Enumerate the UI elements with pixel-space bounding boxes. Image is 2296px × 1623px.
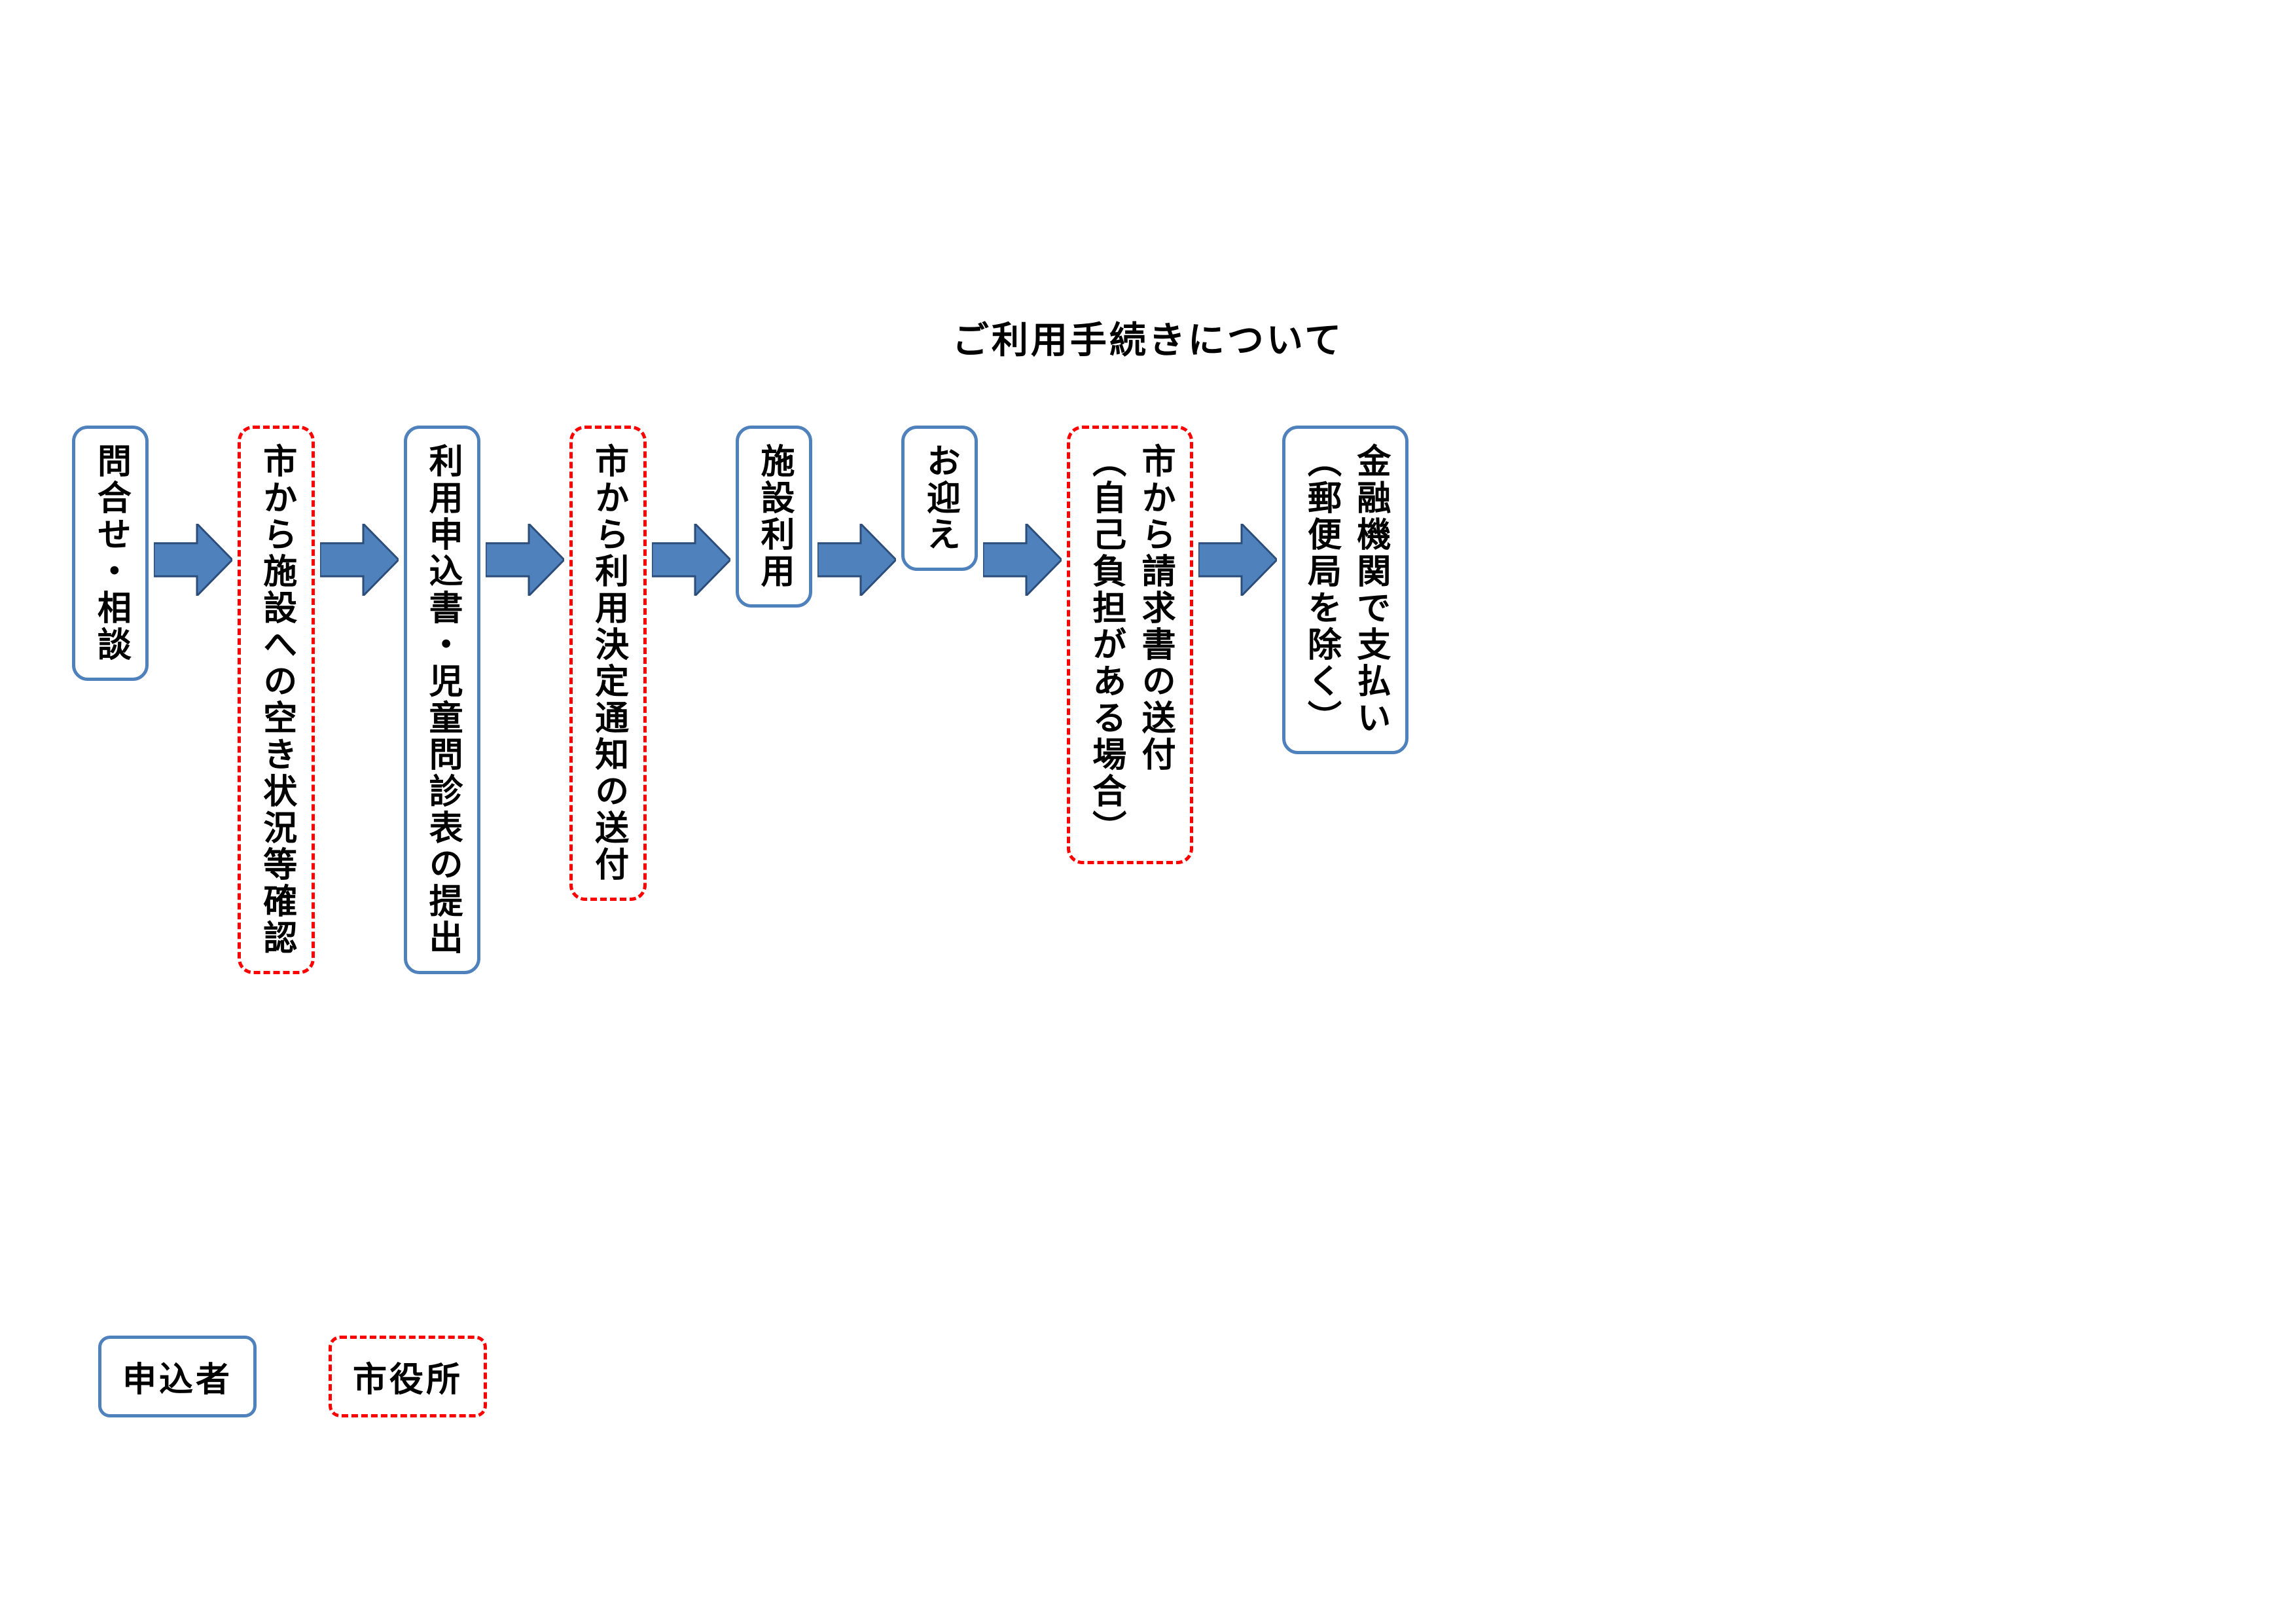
- flow-step-4: 市から利用決定通知の送付: [569, 426, 646, 901]
- page-title: ご利用手続きについて: [952, 311, 1344, 364]
- arrow-right-icon: [812, 524, 901, 596]
- arrow-right-icon: [315, 524, 404, 596]
- flow-step-2: 市から施設への空き状況等確認: [238, 426, 314, 974]
- flow-step-text: 施設利用: [749, 443, 798, 590]
- flow-step-text: お迎え: [915, 443, 964, 553]
- flow-step-1: 問合せ・相談: [72, 426, 149, 681]
- flow-step-5: 施設利用: [736, 426, 812, 608]
- legend-item-solid: 申込者: [98, 1336, 257, 1417]
- flow-step-text: 市から利用決定通知の送付: [583, 443, 632, 883]
- flowchart: 問合せ・相談 市から施設への空き状況等確認 利用申込書・児童問診表の提出 市から利用決…: [72, 426, 1408, 974]
- arrow-right-icon: [647, 524, 736, 596]
- flow-step-text: 市から請求書の送付: [1130, 443, 1179, 773]
- flow-step-6: お迎え: [901, 426, 978, 571]
- flow-step-text: （自己負担がある場合）: [1081, 443, 1130, 847]
- flow-step-text: （郵便局を除く）: [1296, 443, 1345, 737]
- arrow-right-icon: [978, 524, 1067, 596]
- legend: 申込者市役所: [98, 1336, 487, 1417]
- flow-step-text: 市から施設への空き状況等確認: [251, 443, 300, 957]
- flow-step-7: （自己負担がある場合）市から請求書の送付: [1067, 426, 1193, 864]
- flow-step-text: 問合せ・相談: [86, 443, 135, 663]
- arrow-right-icon: [480, 524, 569, 596]
- flow-step-text: 利用申込書・児童問診表の提出: [418, 443, 467, 957]
- flow-step-3: 利用申込書・児童問診表の提出: [404, 426, 480, 974]
- arrow-right-icon: [149, 524, 238, 596]
- arrow-right-icon: [1193, 524, 1282, 596]
- legend-item-dashed: 市役所: [329, 1336, 487, 1417]
- flow-step-text: 金融機関で支払い: [1346, 443, 1395, 737]
- flow-step-8: （郵便局を除く）金融機関で支払い: [1282, 426, 1408, 754]
